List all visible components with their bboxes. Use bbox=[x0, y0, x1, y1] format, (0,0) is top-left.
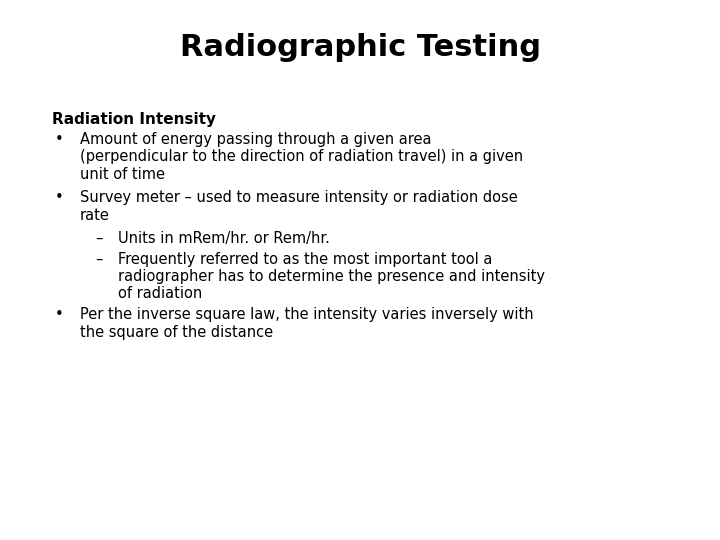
Text: •: • bbox=[55, 307, 64, 322]
Text: •: • bbox=[55, 190, 64, 205]
Text: Survey meter – used to measure intensity or radiation dose: Survey meter – used to measure intensity… bbox=[80, 190, 518, 205]
Text: unit of time: unit of time bbox=[80, 167, 165, 181]
Text: radiographer has to determine the presence and intensity: radiographer has to determine the presen… bbox=[118, 269, 545, 284]
Text: Radiation Intensity: Radiation Intensity bbox=[52, 112, 216, 127]
Text: Frequently referred to as the most important tool a: Frequently referred to as the most impor… bbox=[118, 252, 492, 267]
Text: Units in mRem/hr. or Rem/hr.: Units in mRem/hr. or Rem/hr. bbox=[118, 231, 330, 246]
Text: rate: rate bbox=[80, 207, 110, 222]
Text: –: – bbox=[95, 252, 102, 267]
Text: Radiographic Testing: Radiographic Testing bbox=[179, 33, 541, 63]
Text: (perpendicular to the direction of radiation travel) in a given: (perpendicular to the direction of radia… bbox=[80, 149, 523, 164]
Text: •: • bbox=[55, 132, 64, 146]
Text: –: – bbox=[95, 231, 102, 246]
Text: Amount of energy passing through a given area: Amount of energy passing through a given… bbox=[80, 132, 431, 146]
Text: Per the inverse square law, the intensity varies inversely with: Per the inverse square law, the intensit… bbox=[80, 307, 534, 322]
Text: of radiation: of radiation bbox=[118, 286, 202, 301]
Text: the square of the distance: the square of the distance bbox=[80, 325, 273, 340]
